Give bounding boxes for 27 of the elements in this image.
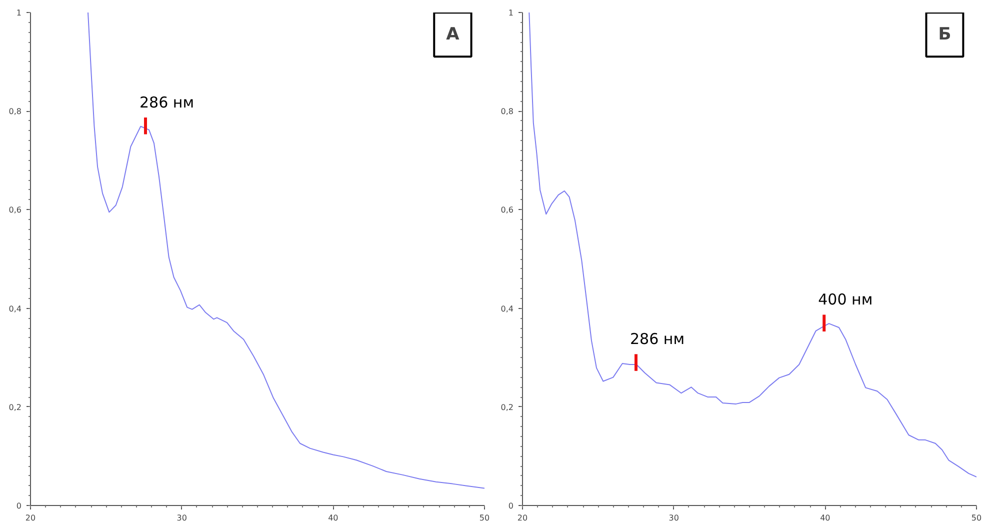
y-tick-label: 0,2 <box>500 402 514 412</box>
y-tick-label: 0,8 <box>8 107 22 116</box>
y-tick-label: 0,4 <box>500 304 514 314</box>
y-tick-label: 0 <box>508 502 514 510</box>
x-tick-label: 30 <box>668 514 679 522</box>
annotation: 286 нм <box>140 94 194 112</box>
y-tick-label: 1 <box>16 8 22 18</box>
line-series <box>88 12 484 489</box>
x-tick-label: 40 <box>328 514 338 522</box>
annotation: 400 нм <box>818 290 873 309</box>
x-tick-label: 20 <box>517 514 528 522</box>
y-tick-label: 0,6 <box>8 206 22 215</box>
y-tick-label: 0,4 <box>8 304 22 314</box>
annotation: А <box>446 24 460 45</box>
x-tick-label: 20 <box>25 514 36 522</box>
y-tick-label: 0 <box>16 502 22 510</box>
y-tick-label: 1 <box>508 8 514 18</box>
y-tick-label: 0,2 <box>8 402 22 412</box>
annotation: Б <box>938 24 952 45</box>
line-series <box>528 12 976 478</box>
y-tick-label: 0,6 <box>500 206 514 215</box>
x-tick-label: 40 <box>820 514 830 522</box>
x-tick-label: 30 <box>176 514 187 522</box>
annotation: 286 нм <box>630 330 685 348</box>
x-tick-label: 50 <box>971 514 982 522</box>
x-tick-label: 50 <box>479 514 490 522</box>
y-tick-label: 0,8 <box>500 107 514 116</box>
